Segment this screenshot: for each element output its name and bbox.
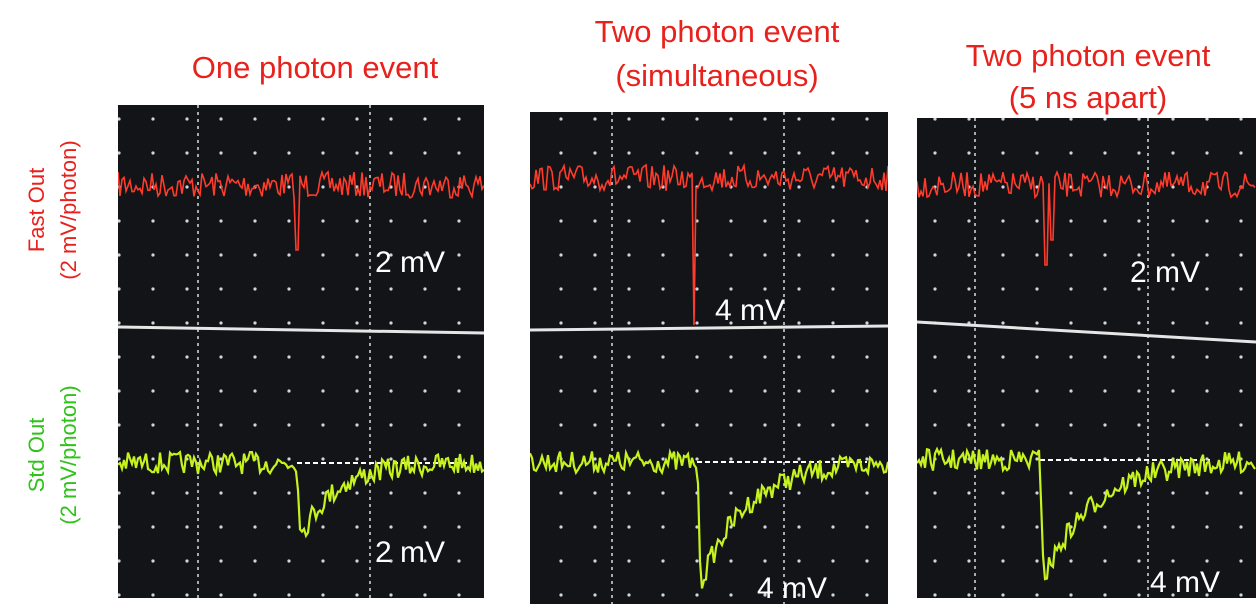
side-label: (2 mV/photon) — [56, 140, 81, 279]
scope-screen — [530, 112, 888, 604]
amplitude-label: 2 mV — [1130, 256, 1200, 289]
channel-divider — [917, 320, 1256, 344]
amplitude-label: 2 mV — [375, 536, 445, 569]
annotations: 2 mV 2 mV 4 mV 4 mV 2 mV 4 mV — [375, 246, 1220, 604]
amplitude-label: 4 mV — [757, 572, 827, 604]
std-trace — [917, 446, 1256, 581]
panel-title: (5 ns apart) — [1009, 80, 1168, 115]
side-label: Fast Out — [24, 168, 49, 252]
panel-title: Two photon event — [595, 14, 840, 49]
amplitude-label: 2 mV — [375, 246, 445, 279]
side-label: (2 mV/photon) — [56, 385, 81, 524]
fast-trace — [530, 162, 888, 326]
channel-divider — [118, 325, 484, 335]
panel-title: (simultaneous) — [615, 58, 818, 93]
amplitude-label: 4 mV — [1150, 566, 1220, 599]
screen-dots — [530, 112, 888, 604]
side-label: Std Out — [24, 418, 49, 493]
panel-title: One photon event — [192, 50, 439, 85]
fast-trace — [917, 169, 1256, 266]
channel-divider — [530, 324, 888, 332]
panel-title: Two photon event — [966, 38, 1211, 73]
screen-dots — [917, 118, 1256, 598]
std-trace — [530, 448, 888, 589]
titles: One photon event Two photon event (simul… — [192, 14, 1211, 115]
scope-screen — [917, 118, 1256, 598]
side-labels: Fast Out (2 mV/photon) Std Out (2 mV/pho… — [24, 140, 81, 524]
scope-screen — [118, 105, 484, 598]
amplitude-label: 4 mV — [715, 294, 785, 327]
std-trace — [118, 450, 484, 539]
scope-panels — [118, 105, 1256, 604]
fast-trace — [118, 169, 484, 251]
